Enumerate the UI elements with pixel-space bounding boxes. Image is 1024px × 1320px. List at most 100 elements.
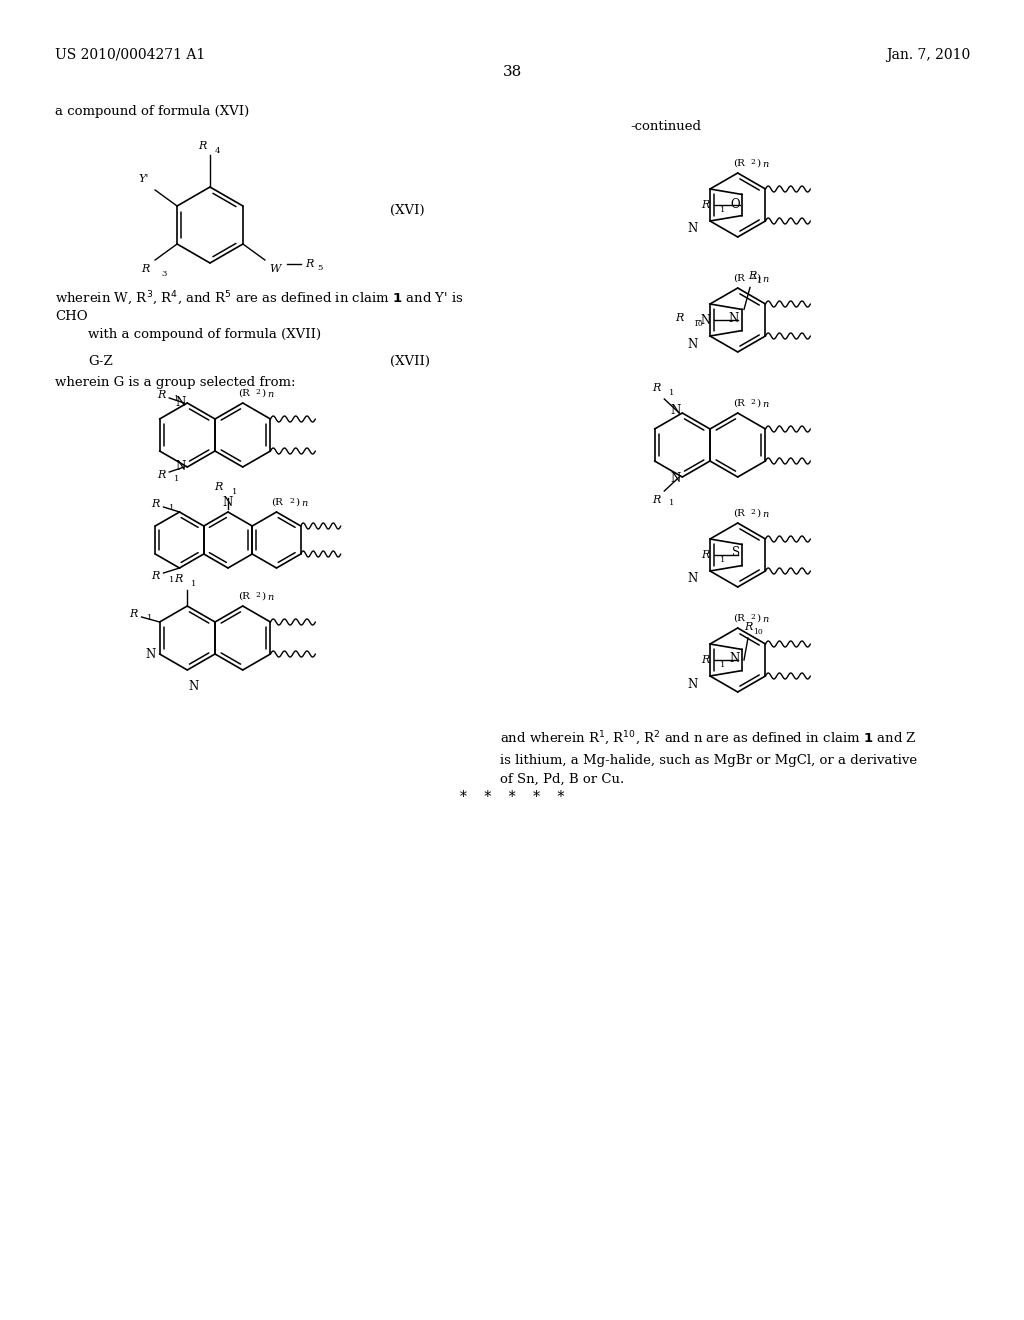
Text: N: N: [688, 573, 698, 586]
Text: 2: 2: [256, 388, 260, 396]
Text: n: n: [763, 400, 769, 409]
Text: CHO: CHO: [55, 310, 88, 323]
Text: R: R: [676, 313, 684, 323]
Text: R: R: [199, 141, 207, 150]
Text: n: n: [267, 593, 274, 602]
Text: *    *    *    *    *: * * * * *: [460, 789, 564, 804]
Text: R: R: [157, 470, 165, 480]
Text: N: N: [688, 338, 698, 351]
Text: 2: 2: [751, 508, 756, 516]
Text: ): ): [262, 389, 266, 399]
Text: 1: 1: [191, 579, 197, 587]
Text: R: R: [744, 622, 753, 632]
Text: (R: (R: [733, 399, 744, 408]
Text: R: R: [140, 264, 150, 275]
Text: 1: 1: [232, 488, 238, 496]
Text: N: N: [175, 396, 185, 409]
Text: 1: 1: [720, 661, 725, 669]
Text: ): ): [296, 498, 300, 507]
Text: (R: (R: [238, 591, 250, 601]
Text: G-Z: G-Z: [88, 355, 113, 368]
Text: (XVII): (XVII): [390, 355, 430, 368]
Text: R: R: [701, 655, 710, 665]
Text: R: R: [215, 482, 223, 492]
Text: N: N: [688, 223, 698, 235]
Text: wherein W, R$^3$, R$^4$, and R$^5$ are as defined in claim $\mathbf{1}$ and Y' i: wherein W, R$^3$, R$^4$, and R$^5$ are a…: [55, 290, 464, 308]
Text: (R: (R: [733, 510, 744, 517]
Text: n: n: [763, 275, 769, 284]
Text: Jan. 7, 2010: Jan. 7, 2010: [886, 48, 970, 62]
Text: n: n: [267, 389, 274, 399]
Text: N: N: [670, 473, 680, 486]
Text: 1: 1: [670, 389, 675, 397]
Text: (R: (R: [733, 614, 744, 623]
Text: and wherein R$^1$, R$^{10}$, R$^2$ and n are as defined in claim $\mathbf{1}$ an: and wherein R$^1$, R$^{10}$, R$^2$ and n…: [500, 730, 918, 787]
Text: N: N: [188, 680, 199, 693]
Text: N: N: [730, 652, 740, 664]
Text: n: n: [763, 510, 769, 519]
Text: a compound of formula (XVI): a compound of formula (XVI): [55, 106, 249, 117]
Text: -continued: -continued: [630, 120, 701, 133]
Text: O: O: [730, 198, 740, 211]
Text: 1: 1: [169, 576, 174, 583]
Text: Y': Y': [138, 174, 150, 183]
Text: 2: 2: [751, 158, 756, 166]
Text: R: R: [701, 201, 710, 210]
Text: ): ): [262, 591, 266, 601]
Text: 2: 2: [290, 498, 294, 506]
Text: 1: 1: [174, 475, 179, 483]
Text: R: R: [157, 389, 165, 400]
Text: 38: 38: [503, 65, 521, 79]
Text: n: n: [301, 499, 308, 508]
Text: with a compound of formula (XVII): with a compound of formula (XVII): [88, 327, 322, 341]
Text: ): ): [757, 614, 761, 623]
Text: 5: 5: [316, 264, 323, 272]
Text: R: R: [701, 550, 710, 560]
Text: R: R: [652, 383, 660, 393]
Text: (XVI): (XVI): [390, 203, 425, 216]
Text: W: W: [269, 264, 281, 275]
Text: R: R: [152, 572, 160, 581]
Text: ): ): [757, 399, 761, 408]
Text: S: S: [732, 546, 740, 560]
Text: 1: 1: [169, 504, 174, 512]
Text: 2: 2: [751, 273, 756, 281]
Text: R: R: [129, 609, 137, 619]
Text: 10: 10: [693, 319, 702, 327]
Text: 2: 2: [751, 399, 756, 407]
Text: 1: 1: [670, 499, 675, 507]
Text: ): ): [757, 158, 761, 168]
Text: (R: (R: [733, 275, 744, 282]
Text: ): ): [757, 510, 761, 517]
Text: 1: 1: [720, 556, 725, 564]
Text: n: n: [763, 615, 769, 624]
Text: n: n: [763, 160, 769, 169]
Text: ): ): [757, 275, 761, 282]
Text: US 2010/0004271 A1: US 2010/0004271 A1: [55, 48, 205, 62]
Text: N: N: [670, 404, 680, 417]
Text: R: R: [152, 499, 160, 510]
Text: 1: 1: [174, 395, 179, 403]
Text: 2: 2: [751, 612, 756, 620]
Text: N: N: [145, 648, 156, 660]
Text: N: N: [175, 461, 185, 474]
Text: R: R: [652, 495, 660, 506]
Text: (R: (R: [238, 389, 250, 399]
Text: –N: –N: [696, 314, 712, 326]
Text: R: R: [174, 574, 182, 583]
Text: 2: 2: [256, 591, 260, 599]
Text: wherein G is a group selected from:: wherein G is a group selected from:: [55, 376, 296, 389]
Text: N: N: [223, 496, 233, 510]
Text: 1: 1: [720, 206, 725, 214]
Text: 1: 1: [146, 614, 152, 622]
Text: R: R: [748, 272, 757, 281]
Text: (R: (R: [271, 498, 284, 507]
Text: 1: 1: [757, 277, 763, 285]
Text: N: N: [688, 677, 698, 690]
Text: 10: 10: [753, 628, 763, 636]
Text: (R: (R: [733, 158, 744, 168]
Text: R: R: [305, 259, 313, 269]
Text: 4: 4: [215, 147, 220, 154]
Text: N: N: [729, 312, 739, 325]
Text: 3: 3: [161, 271, 167, 279]
